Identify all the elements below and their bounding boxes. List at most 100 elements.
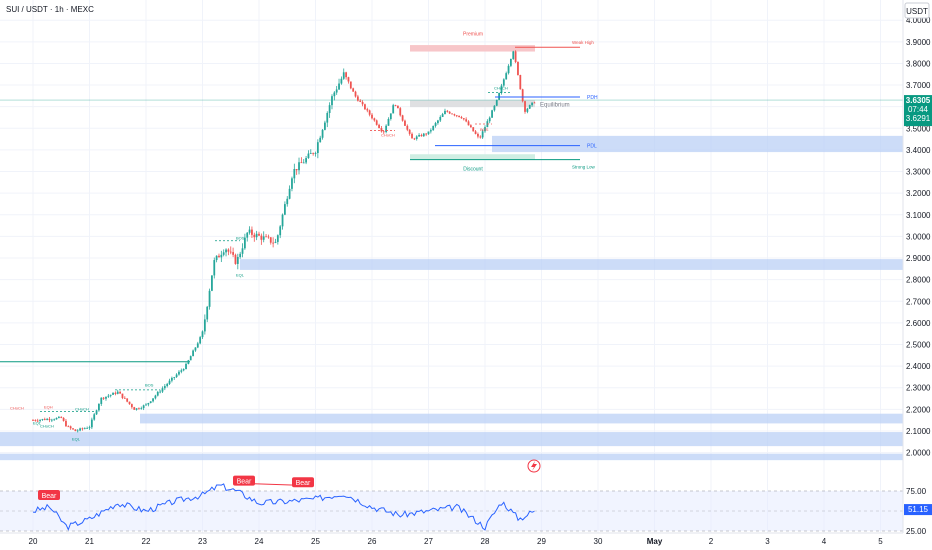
- candle-body: [281, 214, 284, 227]
- candle-body: [218, 255, 220, 258]
- candle-body: [342, 72, 345, 79]
- candle-body: [429, 130, 432, 132]
- time-tick-label: 23: [198, 537, 207, 546]
- candle-body: [133, 407, 136, 410]
- candle-body: [359, 100, 362, 102]
- discount-label: Discount: [463, 167, 483, 173]
- candle-body: [241, 248, 244, 254]
- candle-body: [222, 252, 225, 255]
- candle-body: [152, 398, 154, 402]
- equilibrium-zone: [410, 100, 535, 108]
- candle-body: [498, 92, 501, 100]
- candle-body: [331, 96, 333, 106]
- bar-countdown: 07:44: [908, 105, 929, 114]
- candle-body: [526, 108, 529, 112]
- candle-body: [194, 347, 197, 351]
- candle-body: [432, 125, 435, 131]
- candle-body: [519, 75, 522, 90]
- eql-label: EQL: [33, 420, 42, 425]
- candle-body: [201, 331, 204, 338]
- chart-title[interactable]: SUI / USDT · 1h · MEXC: [6, 5, 94, 14]
- rsi-pane: 75.00 25.00 51.15 Bear Bear Bear: [0, 475, 932, 536]
- candle-body: [246, 232, 249, 238]
- candle-body: [439, 116, 442, 121]
- candle-body: [57, 416, 60, 418]
- currency-badge[interactable]: [904, 2, 930, 19]
- last-price: 3.6305: [906, 96, 931, 105]
- candle-body: [411, 133, 413, 139]
- candle-body: [493, 105, 496, 111]
- candle-body: [81, 428, 84, 430]
- price-tick-label: 3.3000: [906, 168, 931, 177]
- price-tick-label: 2.3000: [906, 384, 931, 393]
- premium-label: Premium: [463, 31, 483, 37]
- candle-body: [293, 169, 296, 179]
- candle-body: [345, 72, 348, 78]
- candle-body: [154, 395, 157, 399]
- candle-body: [67, 426, 70, 428]
- candle-body: [371, 114, 373, 119]
- candle-body: [444, 110, 446, 115]
- candle-body: [328, 105, 331, 113]
- candle-body: [251, 229, 253, 235]
- candle-body: [321, 129, 324, 138]
- candle-body: [474, 131, 477, 134]
- candle-body: [211, 275, 213, 291]
- candle-body: [227, 249, 230, 252]
- candle-body: [514, 51, 517, 63]
- candle-body: [187, 360, 190, 364]
- bos-label: BOS: [480, 127, 489, 132]
- candle-body: [260, 235, 263, 240]
- candle-body: [36, 420, 39, 422]
- candle-body: [98, 403, 100, 411]
- candle-body: [316, 142, 319, 153]
- demand-zone: [0, 432, 903, 447]
- time-axis[interactable]: 20 21 22 23 24 25 26 27 28 29 30 May 2 3 4 5: [29, 537, 884, 546]
- candle-body: [467, 121, 470, 126]
- candle-body: [208, 290, 211, 307]
- candle-body: [401, 115, 404, 121]
- candle-body: [484, 127, 486, 132]
- candle-body: [168, 380, 171, 384]
- candle-body: [378, 124, 380, 129]
- candle-body: [102, 397, 105, 399]
- candle-body: [105, 396, 107, 399]
- candle-body: [517, 62, 519, 76]
- candle-body: [427, 131, 430, 135]
- candle-body: [364, 104, 366, 110]
- candle-body: [128, 401, 131, 405]
- lightning-bolt-icon: [531, 461, 537, 471]
- weak-high-label: Weak High: [572, 40, 594, 45]
- demand-zone: [240, 259, 903, 270]
- candle-body: [255, 233, 258, 238]
- candle-body: [352, 88, 355, 92]
- choch-label: CHoCH: [75, 407, 89, 412]
- candle-body: [48, 418, 51, 421]
- candle-body: [135, 408, 138, 410]
- price-tick-label: 2.8000: [906, 276, 931, 285]
- candle-body: [324, 122, 326, 130]
- candle-body: [274, 241, 277, 243]
- candle-body: [253, 234, 256, 238]
- candle-body: [479, 136, 482, 138]
- candle-body: [295, 169, 298, 171]
- price-axis[interactable]: 4.00003.90003.80003.70003.60003.50003.40…: [906, 16, 931, 457]
- previous-price: 3.6291: [906, 114, 931, 123]
- candle-body: [196, 343, 199, 348]
- price-tick-label: 3.7000: [906, 81, 931, 90]
- choch-label: CHoCH: [381, 132, 395, 137]
- candle-body: [408, 129, 411, 134]
- candle-body: [189, 356, 192, 361]
- bear-badge: [38, 490, 60, 500]
- candle-body: [458, 115, 461, 118]
- price-tick-label: 2.5000: [906, 341, 931, 350]
- price-tick-label: 2.2000: [906, 405, 931, 414]
- candle-body: [126, 398, 129, 402]
- candle-body: [488, 117, 491, 122]
- candle-body: [495, 99, 498, 106]
- time-tick-label: 25: [311, 537, 320, 546]
- candle-body: [100, 397, 103, 404]
- candle-body: [43, 419, 46, 420]
